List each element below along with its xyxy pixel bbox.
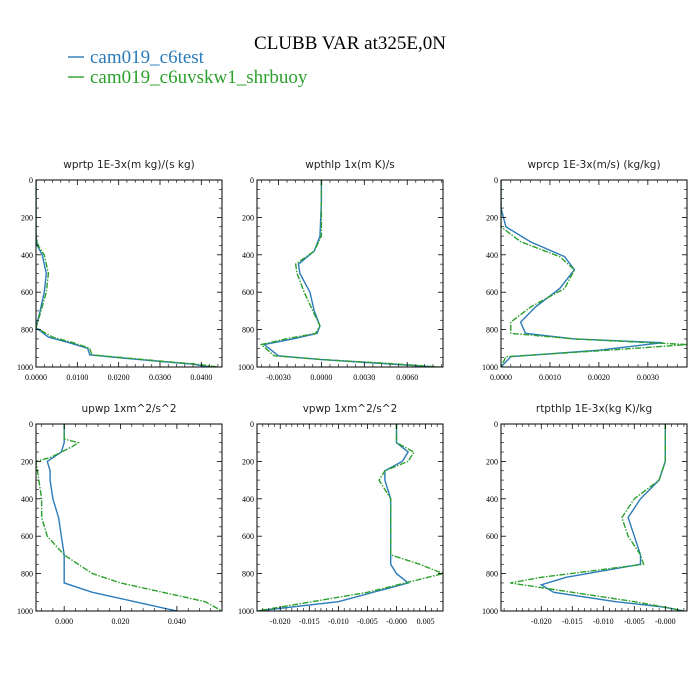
x-tick-label: -0.010	[593, 617, 614, 626]
y-tick-label: 1000	[482, 607, 498, 616]
x-tick-label: -0.005	[357, 617, 378, 626]
y-tick-label: 600	[21, 532, 33, 541]
x-tick-label: -0.000	[655, 617, 676, 626]
panel-title: wpthlp 1x(m K)/s	[305, 159, 395, 171]
y-tick-label: 0	[494, 420, 498, 429]
x-tick-label: 0.0060	[396, 373, 418, 382]
x-tick-label: 0.020	[112, 617, 130, 626]
panel-title: wprtp 1E-3x(m kg)/(s kg)	[63, 159, 194, 171]
panel-title: vpwp 1xm^2/s^2	[303, 403, 398, 415]
y-tick-label: 0	[250, 420, 254, 429]
x-tick-label: 0.0000	[310, 373, 332, 382]
y-tick-label: 0	[29, 176, 33, 185]
x-tick-label: 0.0000	[490, 373, 512, 382]
panel-title: wprcp 1E-3x(m/s) (kg/kg)	[527, 159, 660, 171]
y-tick-label: 400	[486, 251, 498, 260]
x-tick-label: 0.0300	[149, 373, 171, 382]
legend-label-2: cam019_c6uvskw1_shrbuoy	[90, 67, 308, 88]
y-tick-label: 800	[242, 570, 254, 579]
series-line-2	[257, 424, 443, 611]
x-tick-label: 0.005	[417, 617, 435, 626]
series-line-1	[501, 180, 663, 367]
x-tick-label: -0.005	[624, 617, 645, 626]
x-tick-label: 0.0400	[190, 373, 212, 382]
y-tick-label: 600	[486, 532, 498, 541]
panel-title: rtpthlp 1E-3x(kg K)/kg	[536, 403, 652, 415]
y-tick-label: 200	[486, 457, 498, 466]
y-tick-label: 600	[486, 288, 498, 297]
y-tick-label: 1000	[482, 363, 498, 372]
y-tick-label: 1000	[17, 607, 33, 616]
y-tick-label: 800	[486, 570, 498, 579]
y-tick-label: 800	[21, 570, 33, 579]
panel-6: rtpthlp 1E-3x(kg K)/kg 0 200 400 600 800 1000 -…	[482, 403, 688, 626]
series-line-1	[46, 424, 178, 611]
y-tick-label: 800	[486, 326, 498, 335]
y-tick-label: 200	[21, 457, 33, 466]
panel-title: upwp 1xm^2/s^2	[82, 403, 177, 415]
plot-frame	[500, 423, 688, 612]
y-tick-label: 400	[21, 495, 33, 504]
y-tick-label: 1000	[238, 363, 254, 372]
y-tick-label: 800	[21, 326, 33, 335]
legend-label-1: cam019_c6test	[90, 47, 205, 68]
series-line-1	[262, 180, 436, 367]
x-tick-label: 0.0010	[539, 373, 561, 382]
panel-1: wprtp 1E-3x(m kg)/(s kg) 0 200 400 600 800 100…	[17, 159, 223, 382]
y-tick-label: 200	[242, 457, 254, 466]
y-tick-label: 1000	[17, 363, 33, 372]
x-tick-label: -0.010	[328, 617, 349, 626]
y-tick-label: 600	[242, 532, 254, 541]
panels: wprtp 1E-3x(m kg)/(s kg) 0 200 400 600 800 100…	[17, 159, 688, 626]
series-line-1	[257, 424, 410, 611]
y-tick-label: 0	[250, 176, 254, 185]
x-tick-label: -0.015	[299, 617, 320, 626]
y-tick-label: 400	[242, 495, 254, 504]
x-tick-label: -0.015	[562, 617, 583, 626]
plot-frame	[256, 423, 444, 612]
y-tick-label: 200	[21, 213, 33, 222]
y-tick-label: 800	[242, 326, 254, 335]
x-tick-label: 0.0100	[66, 373, 88, 382]
y-tick-label: 0	[29, 420, 33, 429]
x-tick-label: -0.000	[386, 617, 407, 626]
panel-2: wpthlp 1x(m K)/s 0 200 400 600 800 1000 -0.0030…	[238, 159, 444, 382]
plot-frame	[35, 179, 223, 368]
y-tick-label: 200	[242, 213, 254, 222]
x-tick-label: 0.0000	[25, 373, 47, 382]
panel-5: vpwp 1xm^2/s^2 0 200 400 600 800 1000 -0.020 -0.…	[238, 403, 444, 626]
y-tick-label: 400	[486, 495, 498, 504]
x-tick-label: 0.000	[55, 617, 73, 626]
x-tick-label: 0.0020	[588, 373, 610, 382]
x-tick-label: 0.0200	[108, 373, 130, 382]
panel-4: upwp 1xm^2/s^2 0 200 400 600 800 1000 0.000 0.02…	[17, 403, 223, 626]
figure-title: CLUBB VAR at325E,0N	[254, 33, 446, 54]
x-tick-label: 0.0030	[353, 373, 375, 382]
series-line-2	[501, 180, 687, 367]
series-line-1	[539, 424, 685, 611]
y-tick-label: 400	[21, 251, 33, 260]
x-tick-label: -0.0030	[266, 373, 291, 382]
y-tick-label: 200	[486, 213, 498, 222]
x-tick-label: 0.0030	[637, 373, 659, 382]
x-tick-label: -0.020	[270, 617, 291, 626]
y-tick-label: 0	[494, 176, 498, 185]
series-line-2	[259, 180, 439, 367]
series-line-2	[510, 424, 685, 611]
y-tick-label: 600	[242, 288, 254, 297]
y-tick-label: 600	[21, 288, 33, 297]
plot-frame	[500, 179, 688, 368]
series-line-2	[36, 424, 222, 611]
panel-3: wprcp 1E-3x(m/s) (kg/kg) 0 200 400 600 800 100…	[482, 159, 688, 382]
x-tick-label: 0.040	[168, 617, 186, 626]
x-tick-label: -0.020	[531, 617, 552, 626]
series-line-2	[36, 180, 218, 367]
y-tick-label: 400	[242, 251, 254, 260]
y-tick-label: 1000	[238, 607, 254, 616]
